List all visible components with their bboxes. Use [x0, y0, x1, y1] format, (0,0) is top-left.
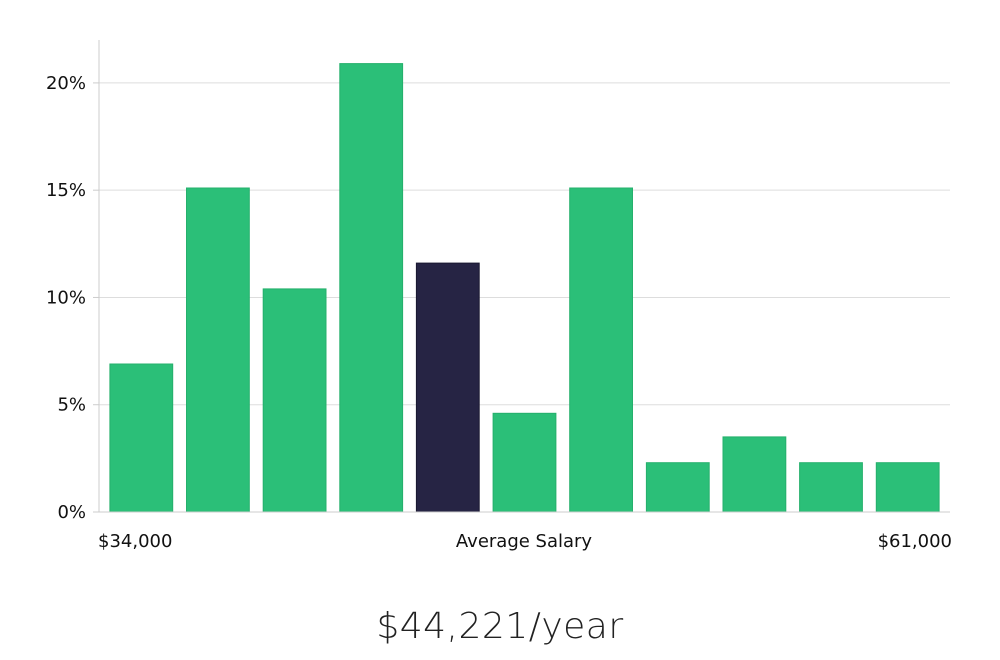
- x-min-label: $34,000: [98, 531, 172, 552]
- y-tick-label: 5%: [57, 395, 86, 416]
- bar: [109, 363, 174, 513]
- bar: [722, 436, 787, 513]
- bar: [799, 462, 863, 513]
- bars: [109, 63, 940, 513]
- salary-histogram: 0% 5% 10% 15% 20% $34,000 Average Salary $61…: [46, 40, 952, 552]
- y-tick-label: 10%: [46, 287, 86, 308]
- bar: [339, 63, 404, 513]
- bar: [875, 462, 940, 513]
- bar: [492, 412, 557, 513]
- average-salary-summary: $44,221/year: [376, 606, 624, 647]
- bar: [645, 462, 710, 513]
- y-tick-label: 0%: [57, 502, 86, 523]
- bar: [262, 288, 327, 513]
- x-axis-title: Average Salary: [456, 531, 593, 552]
- y-tick-label: 20%: [46, 73, 86, 94]
- bar-highlighted: [415, 262, 480, 513]
- bar: [569, 187, 634, 513]
- bar: [186, 187, 250, 513]
- x-max-label: $61,000: [878, 531, 952, 552]
- y-tick-labels: 0% 5% 10% 15% 20%: [46, 73, 99, 523]
- y-tick-label: 15%: [46, 180, 86, 201]
